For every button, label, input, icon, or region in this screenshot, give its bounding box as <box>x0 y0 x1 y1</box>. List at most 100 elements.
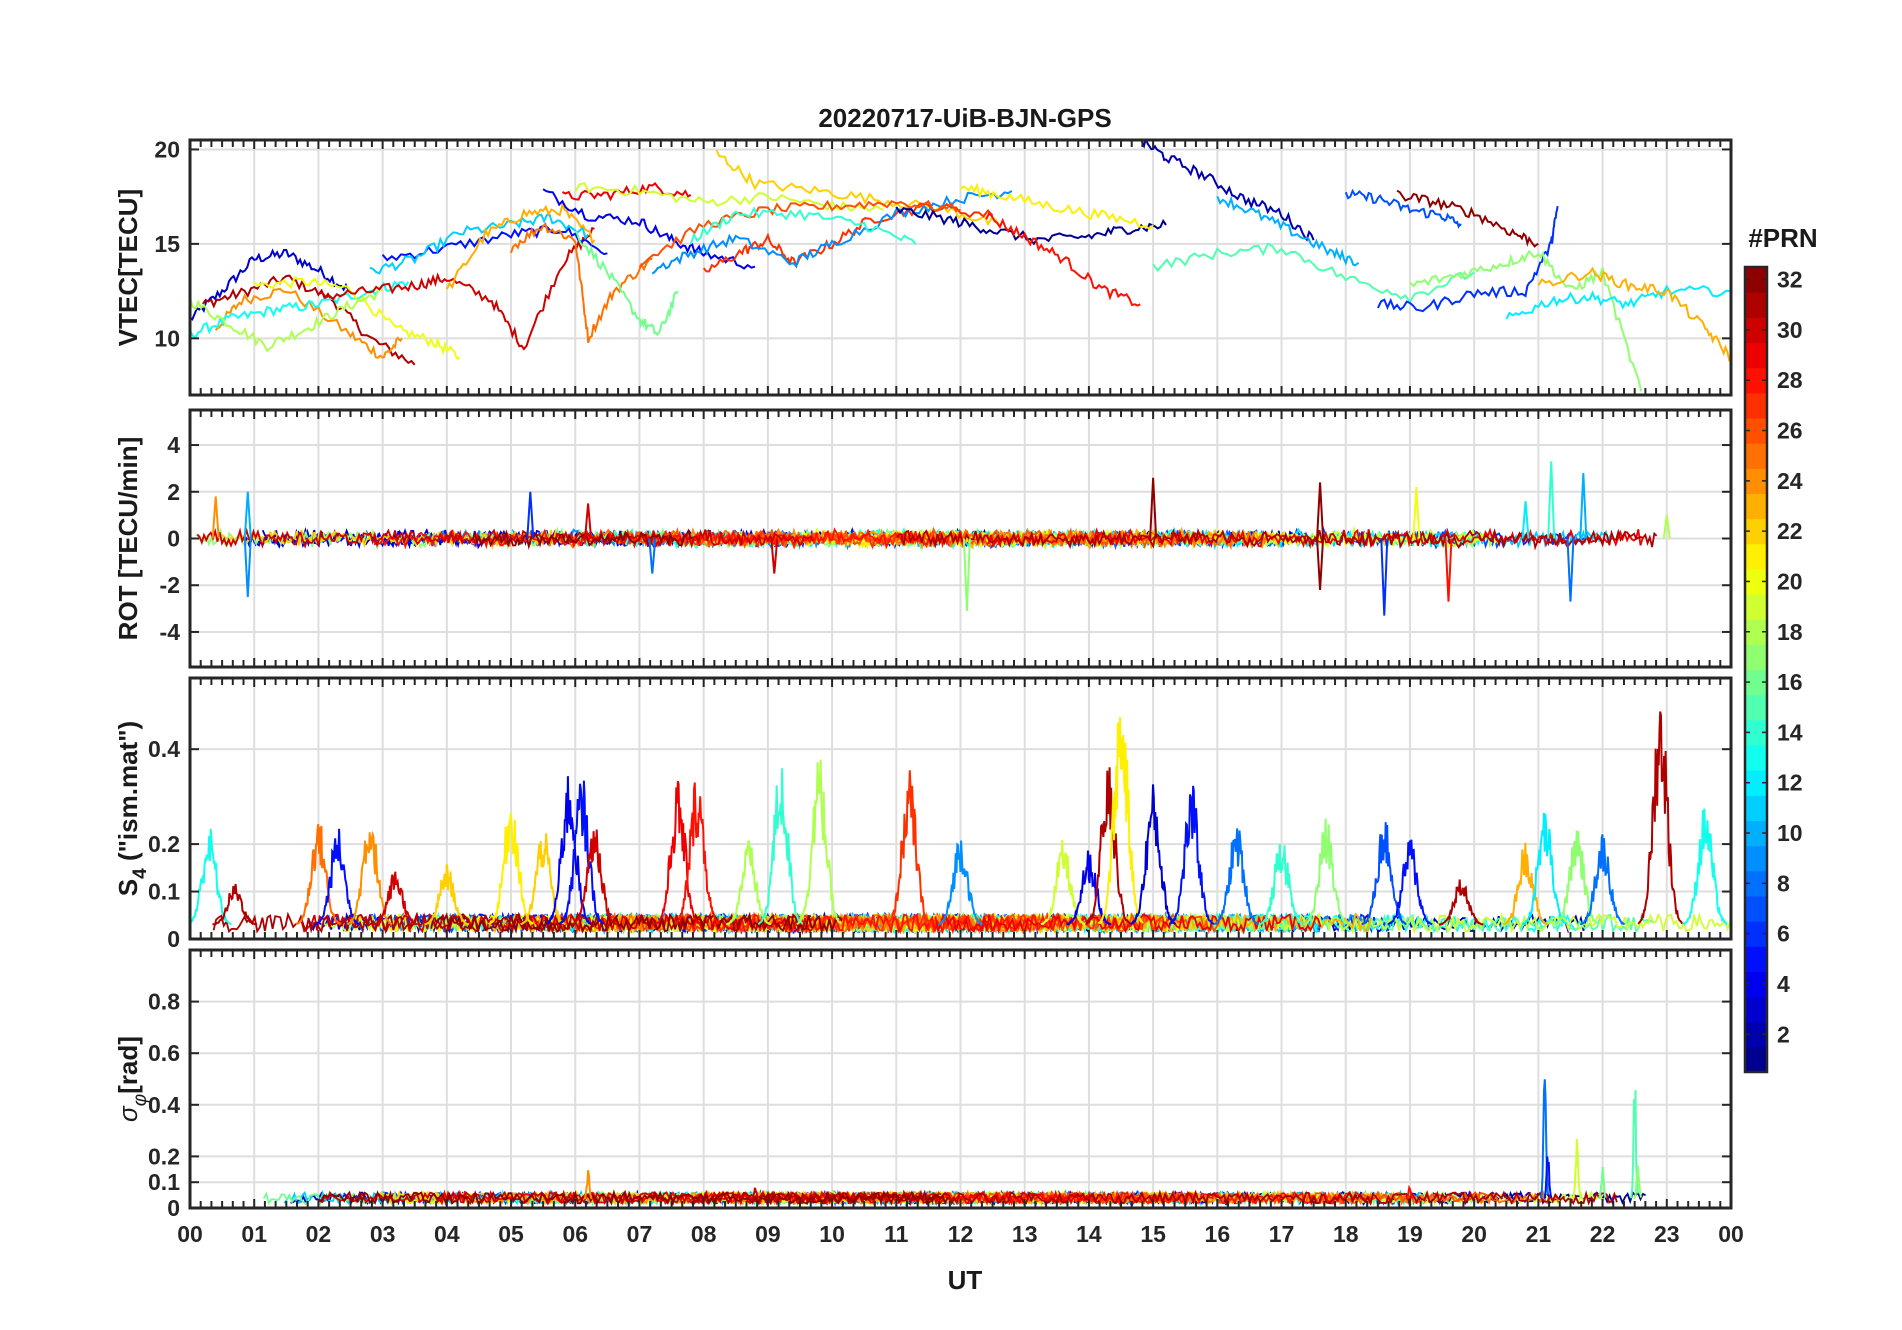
vtec-y-axis-label: VTEC[TECU] <box>113 189 143 346</box>
x-tick-label: 00 <box>1718 1221 1744 1247</box>
colorbar-swatch <box>1745 870 1767 897</box>
s4-peak <box>558 780 605 925</box>
vtec-trace-prn-14 <box>689 206 917 245</box>
s4-peak <box>1521 812 1568 926</box>
x-tick-label: 10 <box>819 1221 845 1247</box>
rot-spike <box>1316 482 1325 539</box>
s4-y-tick-label: 0 <box>167 926 180 952</box>
rot-spike <box>962 538 971 611</box>
colorbar-tick-label: 10 <box>1777 820 1803 846</box>
colorbar-tick-label: 2 <box>1777 1021 1790 1047</box>
s4-peak <box>1303 818 1349 926</box>
sigma_phi-y-tick-label: 0.4 <box>148 1092 180 1118</box>
sigma_phi-y-tick-label: 0.1 <box>148 1169 180 1195</box>
colorbar-swatch <box>1745 795 1767 822</box>
s4-trace-prn-32 <box>430 911 843 935</box>
s4-peak <box>757 768 804 925</box>
x-axis-label: UT <box>948 1265 983 1295</box>
vtec-y-tick-label: 20 <box>154 136 180 162</box>
colorbar-swatch <box>1745 443 1767 469</box>
rot-spike <box>211 496 220 539</box>
s4-peak <box>1438 879 1484 926</box>
sigma_phi-peak <box>1572 1138 1581 1199</box>
sigma_phi-traces <box>262 1079 1647 1207</box>
x-tick-label: 00 <box>177 1221 203 1247</box>
s4-peak <box>571 829 617 926</box>
rot-y-tick-label: -4 <box>160 619 181 645</box>
x-tick-label: 08 <box>691 1221 717 1247</box>
x-tick-label: 16 <box>1205 1221 1231 1247</box>
s4-peak <box>1130 784 1176 925</box>
s4-peak <box>1682 808 1728 925</box>
x-tick-label: 17 <box>1269 1221 1295 1247</box>
s4-peak <box>1361 822 1407 926</box>
rot-spike <box>1444 538 1453 602</box>
colorbar-tick-label: 32 <box>1777 267 1803 293</box>
colorbar-swatch <box>1745 820 1767 847</box>
x-tick-label: 21 <box>1526 1221 1552 1247</box>
colorbar-swatch <box>1745 946 1767 972</box>
colorbar-tick-label: 22 <box>1777 518 1803 544</box>
s4-peak <box>1097 717 1144 925</box>
rot-trace-prn-32 <box>471 528 694 550</box>
rot-spike <box>770 538 779 574</box>
s4-peak <box>1040 839 1086 926</box>
colorbar-swatch <box>1745 1021 1767 1048</box>
x-tick-label: 18 <box>1333 1221 1359 1247</box>
s4-peak <box>424 863 470 926</box>
x-tick-label: 11 <box>884 1221 909 1247</box>
vtec-y-tick-label: 10 <box>154 325 180 351</box>
colorbar-tick-label: 16 <box>1777 669 1803 695</box>
rot-y-axis-label: ROT [TECU/min] <box>113 437 143 641</box>
sigma_phi-y-axis-label: σφ[rad] <box>113 1036 151 1122</box>
s4-peak <box>1503 842 1548 926</box>
x-tick-label: 02 <box>306 1221 332 1247</box>
colorbar-swatch <box>1745 895 1767 922</box>
s4-trace-prn-29 <box>934 913 1322 935</box>
sigma_phi-y-tick-label: 0.6 <box>148 1040 180 1066</box>
rot-spike <box>1380 538 1389 616</box>
s4-peak <box>1213 828 1260 926</box>
rot-trace-prn-31 <box>896 527 1658 551</box>
s4-peak <box>937 840 984 926</box>
vtec-trace-prn-20 <box>253 276 461 361</box>
sigma_phi-peak <box>1598 1166 1607 1200</box>
s4-traces <box>190 711 1731 936</box>
s4-peak <box>315 828 361 926</box>
colorbar-swatch <box>1745 342 1767 369</box>
vtec-trace-prn-21 <box>959 182 1154 231</box>
s4-peak <box>295 824 341 926</box>
s4-peak <box>1066 850 1112 926</box>
vtec-trace-prn-17 <box>1409 249 1643 392</box>
rot-y-tick-label: 2 <box>167 479 180 505</box>
sigma_phi-peak <box>1633 1165 1642 1200</box>
vtec-trace-prn-4 <box>542 188 756 270</box>
vtec-trace-prn-16 <box>574 230 679 337</box>
colorbar-swatch <box>1745 669 1767 696</box>
vtec-trace-prn-30 <box>318 226 595 351</box>
colorbar-swatch <box>1745 518 1767 545</box>
rot-spike <box>648 538 657 574</box>
colorbar-tick-label: 26 <box>1777 418 1803 444</box>
sigma_phi-peak <box>1405 1184 1414 1200</box>
rot-y-tick-label: -2 <box>160 572 180 598</box>
colorbar-swatch <box>1745 971 1767 998</box>
colorbar-swatch <box>1745 317 1767 344</box>
vtec-trace-prn-27 <box>702 202 994 273</box>
rot-spike <box>243 491 252 539</box>
x-tick-label: 06 <box>562 1221 588 1247</box>
rot-spike <box>1149 477 1158 539</box>
rot-traces <box>195 461 1671 616</box>
colorbar-swatch <box>1745 845 1767 872</box>
colorbar-swatch <box>1745 770 1767 796</box>
colorbar-label: #PRN <box>1748 223 1817 253</box>
vtec-trace-prn-12 <box>1505 284 1731 320</box>
s4-peak <box>1554 830 1600 926</box>
panel-rot: -4 -2 0 2 4 ROT [TECU/min] <box>113 408 1733 669</box>
x-tick-label: 04 <box>434 1221 460 1247</box>
colorbar-tick-label: 24 <box>1777 468 1803 494</box>
rot-spike <box>1547 461 1556 539</box>
x-tick-label: 23 <box>1654 1221 1680 1247</box>
